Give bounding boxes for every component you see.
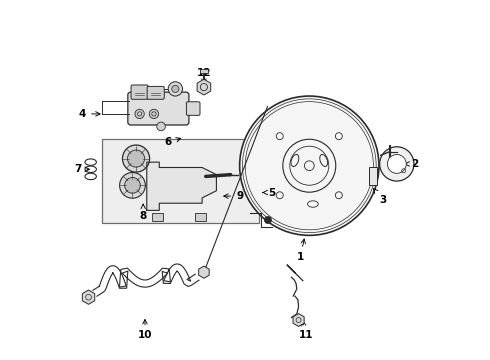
Text: 6: 6 xyxy=(165,138,181,148)
Circle shape xyxy=(149,109,159,118)
Text: 2: 2 xyxy=(405,159,418,169)
Circle shape xyxy=(265,216,271,224)
Text: 12: 12 xyxy=(196,68,211,84)
Text: 8: 8 xyxy=(140,204,147,221)
Circle shape xyxy=(122,145,149,172)
Text: 9: 9 xyxy=(224,191,243,201)
Text: 7: 7 xyxy=(74,164,89,174)
Text: 11: 11 xyxy=(298,321,313,341)
Text: 3: 3 xyxy=(373,189,386,204)
Circle shape xyxy=(124,177,140,193)
FancyBboxPatch shape xyxy=(131,85,148,99)
Text: 5: 5 xyxy=(263,188,275,198)
Bar xyxy=(102,139,259,223)
Text: 10: 10 xyxy=(138,320,152,341)
Circle shape xyxy=(168,82,182,96)
Circle shape xyxy=(240,96,379,235)
FancyBboxPatch shape xyxy=(128,92,189,125)
Bar xyxy=(152,213,163,221)
Circle shape xyxy=(157,122,165,131)
Circle shape xyxy=(380,147,414,181)
Circle shape xyxy=(388,154,406,174)
Polygon shape xyxy=(147,162,217,210)
Text: 1: 1 xyxy=(297,239,305,262)
Bar xyxy=(199,68,208,73)
Circle shape xyxy=(172,85,179,93)
Text: 4: 4 xyxy=(79,109,100,119)
Circle shape xyxy=(127,150,145,167)
Bar xyxy=(368,167,377,185)
Circle shape xyxy=(135,109,144,118)
Circle shape xyxy=(120,172,146,198)
Bar xyxy=(195,213,206,221)
FancyBboxPatch shape xyxy=(186,102,200,115)
FancyBboxPatch shape xyxy=(147,86,164,99)
